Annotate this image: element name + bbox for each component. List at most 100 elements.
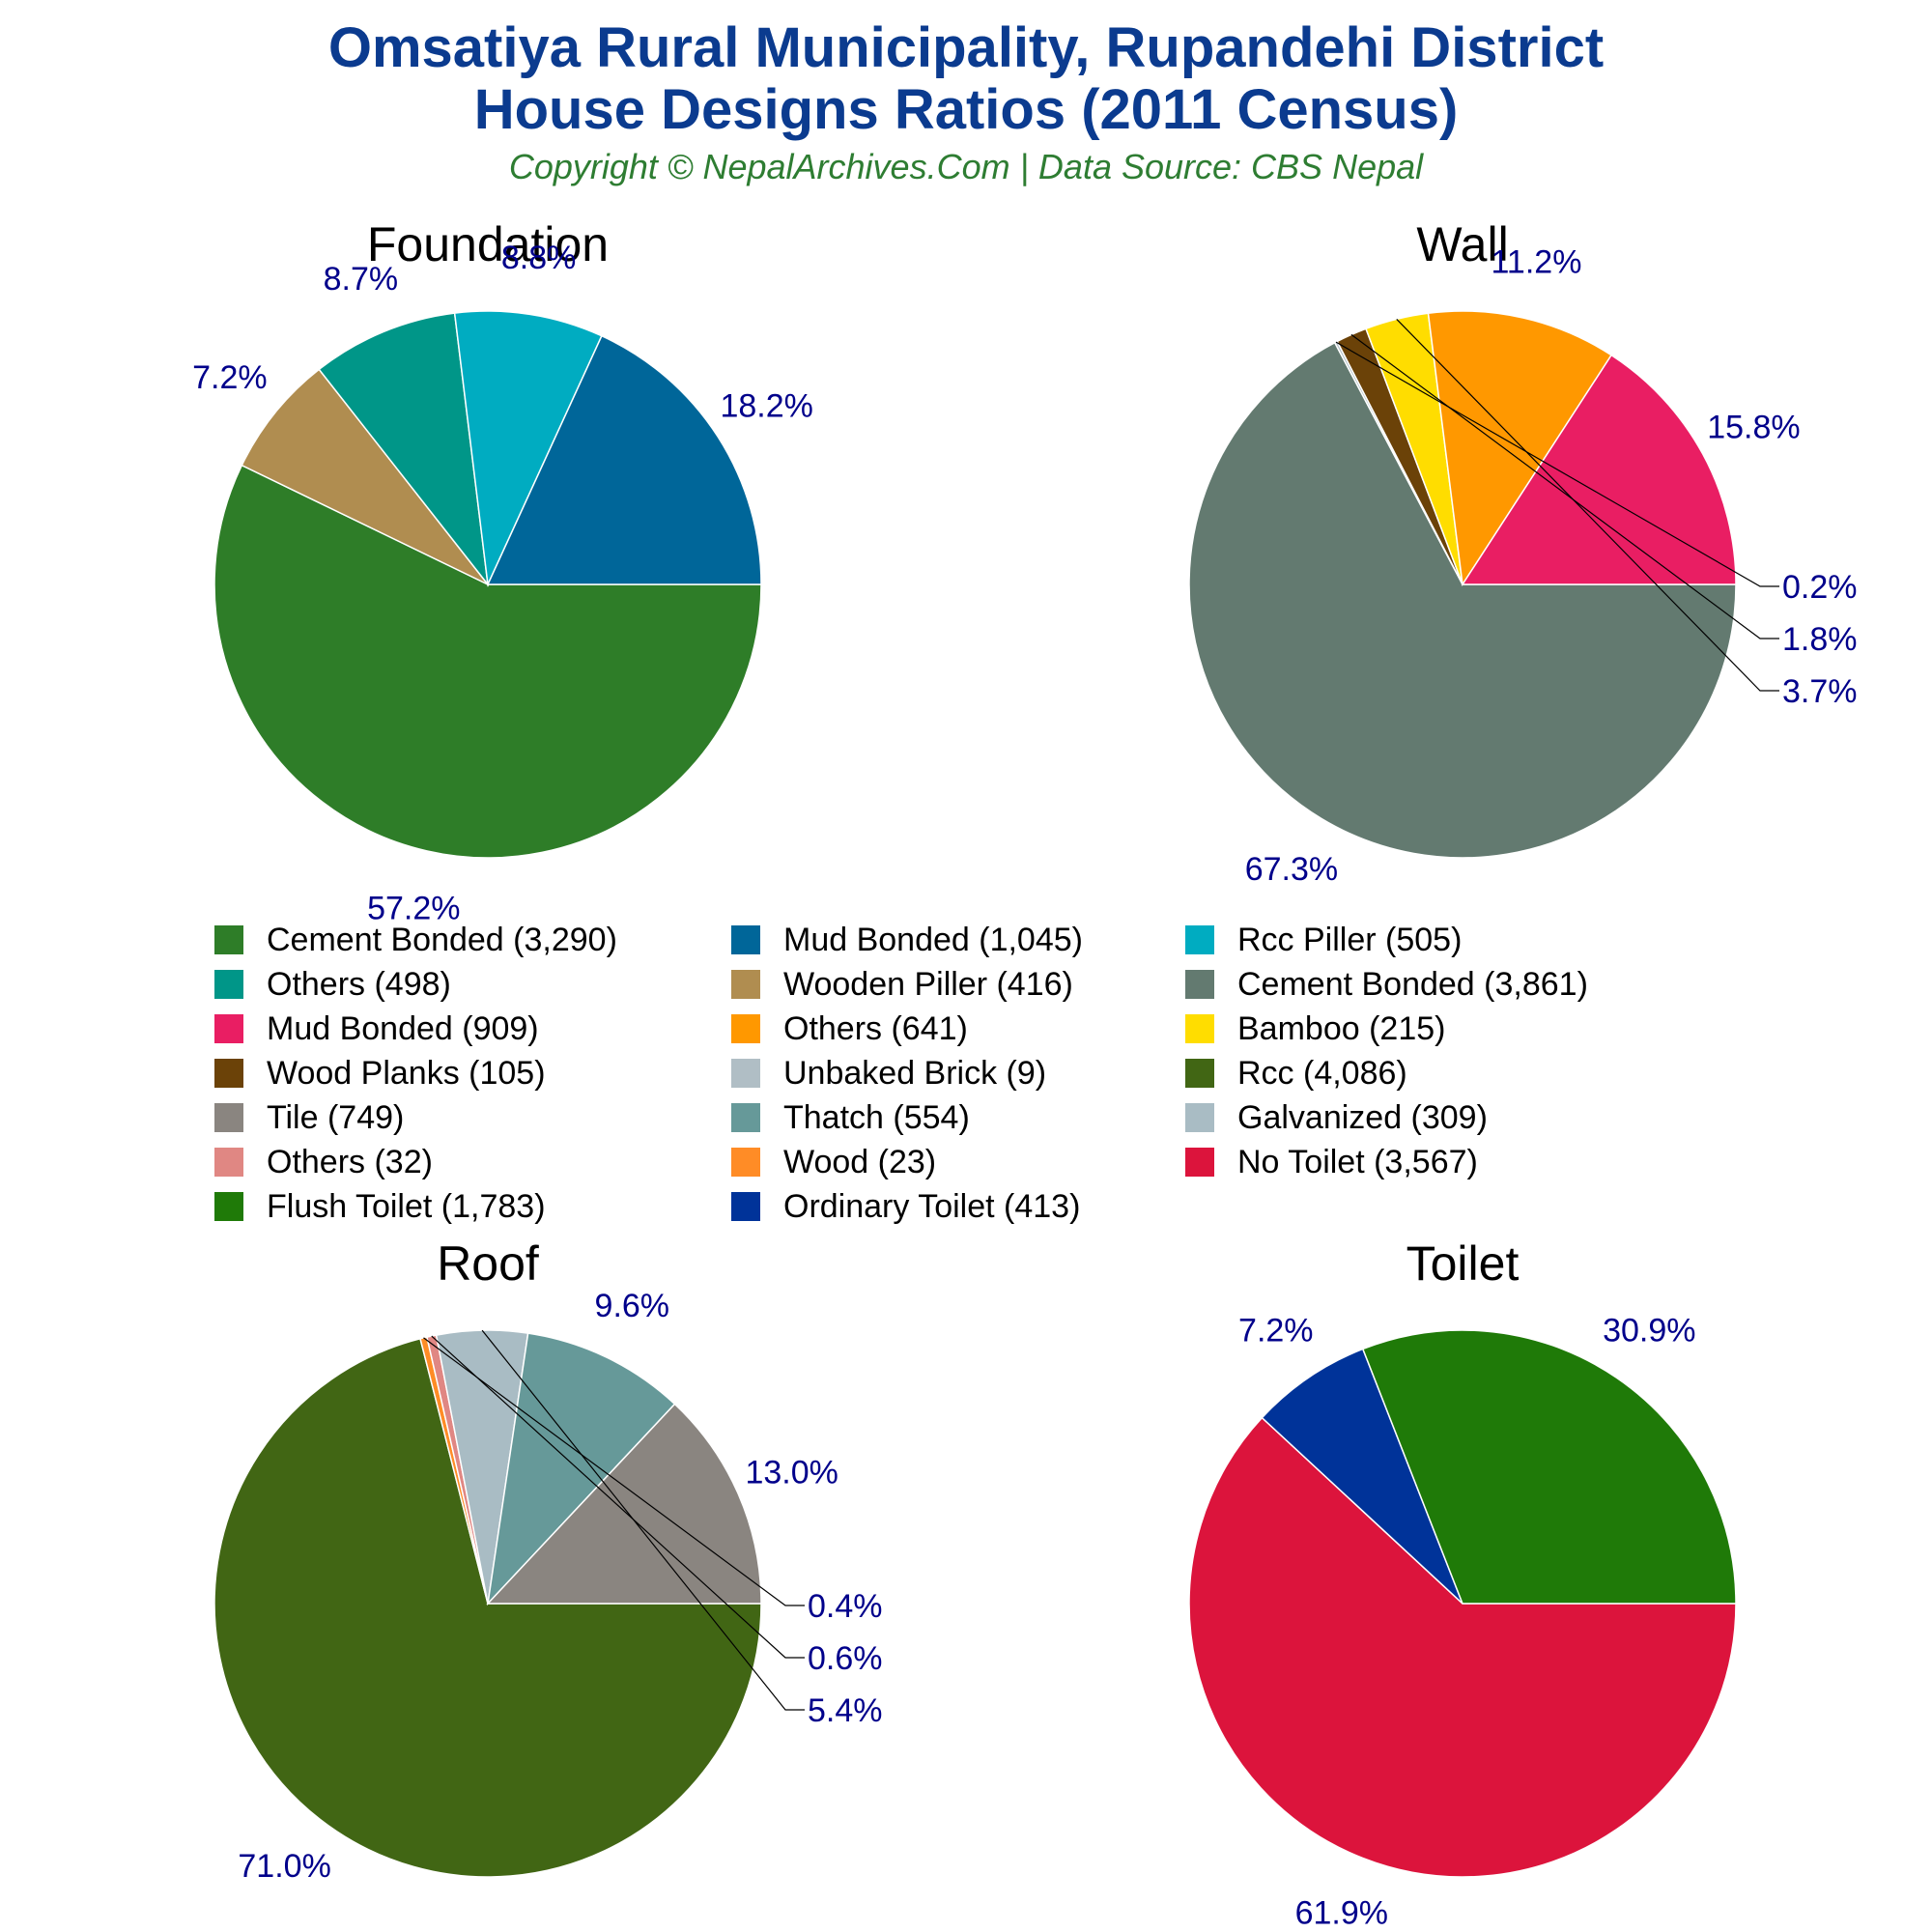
legend-label: Others (641) — [783, 1009, 968, 1047]
legend-label: Cement Bonded (3,861) — [1237, 965, 1588, 1003]
legend-item: Tile (749) — [214, 1095, 404, 1140]
foundation-percent-label: 7.2% — [192, 359, 268, 396]
legend-label: Cement Bonded (3,290) — [267, 921, 617, 958]
legend-label: Wooden Piller (416) — [783, 965, 1073, 1003]
roof-leader-line — [481, 1329, 805, 1711]
roof-percent-label: 0.6% — [808, 1640, 883, 1677]
wall-percent-label: 11.2% — [1492, 244, 1582, 281]
legend-swatch — [214, 1103, 243, 1132]
legend-swatch — [214, 1014, 243, 1043]
foundation-slice-rcc-piller — [453, 310, 603, 587]
chart-subtitle: Copyright © NepalArchives.Com | Data Sou… — [508, 147, 1424, 186]
legend-item: Cement Bonded (3,861) — [1185, 962, 1588, 1007]
toilet-percent-label: 30.9% — [1603, 1313, 1695, 1350]
wall-leader-line — [1335, 341, 1779, 587]
roof-slice-thatch — [486, 1332, 676, 1606]
roof-chart-title: Roof — [437, 1236, 539, 1291]
roof-percent-label: 9.6% — [595, 1288, 670, 1324]
legend-item: Flush Toilet (1,783) — [214, 1184, 546, 1229]
legend-label: Unbaked Brick (9) — [783, 1054, 1047, 1092]
legend-swatch — [214, 925, 243, 954]
wall-percent-label: 1.8% — [1782, 621, 1858, 658]
legend-item: Bamboo (215) — [1185, 1007, 1445, 1051]
roof-percent-label: 13.0% — [745, 1455, 838, 1492]
legend-label: Tile (749) — [267, 1098, 405, 1136]
wall-chart-title: Wall — [1416, 217, 1508, 271]
pie-chart-foundation: Foundation 57.2% 7.2% 8.7% 8.8% 18.2% — [192, 217, 813, 926]
legend-swatch — [1185, 1103, 1214, 1132]
toilet-percent-label: 7.2% — [1238, 1313, 1314, 1350]
legend-swatch — [731, 1059, 760, 1088]
legend-item: Galvanized (309) — [1185, 1095, 1488, 1140]
legend-label: Mud Bonded (909) — [267, 1009, 539, 1047]
foundation-chart-title: Foundation — [367, 217, 609, 271]
legend-swatch — [731, 1014, 760, 1043]
pie-chart-toilet: Toilet 61.9% 7.2% 30.9% — [1188, 1236, 1737, 1931]
legend-swatch — [1185, 1148, 1214, 1177]
foundation-slice-others — [318, 312, 490, 587]
legend-item: Others (641) — [731, 1007, 968, 1051]
legend-swatch — [214, 1148, 243, 1177]
toilet-chart-title: Toilet — [1406, 1236, 1520, 1291]
legend-swatch — [1185, 1014, 1214, 1043]
foundation-percent-label: 8.7% — [324, 261, 399, 298]
legend-item: Ordinary Toilet (413) — [731, 1184, 1080, 1229]
legend-label: Wood (23) — [783, 1143, 937, 1180]
legend-label: Flush Toilet (1,783) — [267, 1187, 546, 1225]
legend-swatch — [731, 1103, 760, 1132]
roof-slice-tile — [486, 1403, 762, 1605]
legend-item: Wooden Piller (416) — [731, 962, 1073, 1007]
legend-label: Mud Bonded (1,045) — [783, 921, 1083, 958]
wall-percent-label: 67.3% — [1245, 851, 1338, 888]
toilet-percent-label: 61.9% — [1295, 1894, 1388, 1931]
roof-slice-rcc — [213, 1337, 762, 1878]
legend-item: Mud Bonded (1,045) — [731, 918, 1083, 962]
foundation-percent-label: 57.2% — [367, 890, 460, 926]
chart-header: Omsatiya Rural Municipality, Rupandehi D… — [0, 17, 1932, 189]
wall-leader-line — [1396, 318, 1779, 692]
wall-percent-label: 3.7% — [1782, 673, 1858, 710]
legend-label: No Toilet (3,567) — [1237, 1143, 1478, 1180]
legend: Cement Bonded (3,290) Mud Bonded (1,045) R… — [214, 918, 1721, 1236]
legend-label: Others (498) — [267, 965, 451, 1003]
foundation-slice-wooden-piller — [241, 368, 489, 585]
wall-leader-line — [1350, 333, 1779, 639]
toilet-slice-flush-toilet — [1361, 1329, 1737, 1605]
legend-item: Unbaked Brick (9) — [731, 1051, 1046, 1095]
legend-item: No Toilet (3,567) — [1185, 1140, 1478, 1184]
legend-swatch — [731, 925, 760, 954]
legend-item: Rcc Piller (505) — [1185, 918, 1462, 962]
legend-item: Wood Planks (105) — [214, 1051, 546, 1095]
foundation-slice-cement-bonded — [213, 464, 762, 859]
legend-label: Bamboo (215) — [1237, 1009, 1446, 1047]
wall-slice-cement-bonded — [1188, 341, 1737, 859]
legend-label: Ordinary Toilet (413) — [783, 1187, 1081, 1225]
foundation-percent-label: 18.2% — [720, 388, 812, 425]
legend-swatch — [731, 1148, 760, 1177]
foundation-percent-label: 8.8% — [501, 240, 577, 276]
legend-swatch — [214, 1192, 243, 1221]
roof-leader-line — [423, 1337, 805, 1606]
wall-percent-label: 0.2% — [1782, 569, 1858, 606]
legend-item: Others (498) — [214, 962, 451, 1007]
legend-swatch — [214, 970, 243, 999]
chart-title-line-2: House Designs Ratios (2011 Census) — [473, 78, 1459, 141]
legend-item: Wood (23) — [731, 1140, 936, 1184]
legend-label: Galvanized (309) — [1237, 1098, 1488, 1136]
toilet-slice-no-toilet — [1188, 1416, 1737, 1878]
roof-percent-label: 5.4% — [808, 1692, 883, 1729]
roof-leader-line — [431, 1335, 805, 1659]
legend-item: Rcc (4,086) — [1185, 1051, 1407, 1095]
pie-chart-roof: Roof 71.0% 0.4% 0.6% 5.4% 9.6% 13.0% — [213, 1236, 883, 1885]
chart-title-line-1: Omsatiya Rural Municipality, Rupandehi D… — [327, 16, 1605, 79]
legend-swatch — [731, 970, 760, 999]
legend-swatch — [1185, 970, 1214, 999]
wall-slice-mud-bonded — [1461, 354, 1737, 585]
roof-percent-label: 71.0% — [238, 1848, 330, 1885]
legend-item: Mud Bonded (909) — [214, 1007, 539, 1051]
legend-label: Wood Planks (105) — [267, 1054, 546, 1092]
legend-label: Others (32) — [267, 1143, 433, 1180]
legend-item: Thatch (554) — [731, 1095, 970, 1140]
legend-swatch — [214, 1059, 243, 1088]
